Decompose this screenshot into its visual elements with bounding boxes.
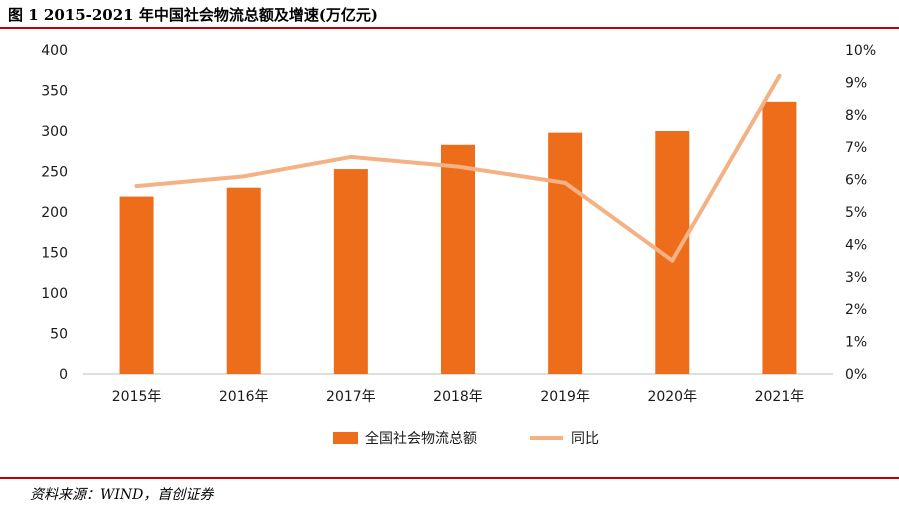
y-axis-tick-label: 400 [41, 43, 68, 59]
x-axis-tick-label: 2021年 [755, 389, 805, 405]
line-point [241, 174, 246, 179]
bar [333, 169, 368, 374]
chart-title: 图 1 2015-2021 年中国社会物流总额及增速(万亿元) [8, 6, 379, 24]
y-axis-tick-label: 350 [41, 84, 68, 100]
bottom-divider [0, 477, 899, 479]
bar [119, 196, 154, 374]
y2-axis-tick-label: 2% [845, 302, 867, 318]
y2-axis-tick-label: 1% [845, 335, 867, 351]
y-axis-tick-label: 250 [41, 165, 68, 181]
y-axis-tick-label: 50 [50, 327, 68, 343]
y2-axis-tick-label: 5% [845, 205, 867, 221]
line-point [348, 154, 353, 159]
x-axis-tick-label: 2017年 [326, 389, 376, 405]
x-axis-tick-label: 2016年 [219, 389, 269, 405]
y-axis-tick-label: 100 [41, 286, 68, 302]
line-point [134, 184, 139, 189]
bar [548, 132, 583, 374]
line-point [456, 164, 460, 169]
y2-axis-tick-label: 7% [845, 140, 867, 156]
legend-label-line: 同比 [571, 431, 599, 447]
x-axis-tick-label: 2019年 [540, 389, 590, 405]
x-axis-tick-label: 2018年 [433, 389, 483, 405]
bar [762, 101, 797, 374]
y2-axis-tick-label: 4% [845, 237, 867, 253]
bar [226, 187, 261, 374]
legend-swatch-bar [333, 432, 358, 444]
legend-label-bar: 全国社会物流总额 [365, 430, 477, 447]
y-axis-tick-label: 0 [59, 367, 68, 383]
line-point [670, 258, 675, 263]
y2-axis-tick-label: 3% [845, 270, 867, 286]
source-note: 资料来源：WIND，首创证券 [30, 487, 214, 503]
y2-axis-tick-label: 0% [845, 367, 867, 383]
y2-axis-tick-label: 6% [845, 173, 867, 189]
x-axis-tick-label: 2015年 [112, 389, 162, 405]
y-axis-tick-label: 300 [41, 124, 68, 140]
y2-axis-tick-label: 9% [845, 75, 867, 91]
line-point [563, 180, 568, 185]
y-axis-tick-label: 150 [41, 246, 68, 262]
y2-axis-tick-label: 8% [845, 108, 867, 124]
bar [441, 144, 475, 374]
x-axis-tick-label: 2020年 [647, 389, 697, 405]
top-divider [0, 27, 899, 29]
y-axis-tick-label: 200 [41, 205, 68, 221]
line-point [777, 73, 782, 78]
y2-axis-tick-label: 10% [845, 43, 876, 59]
